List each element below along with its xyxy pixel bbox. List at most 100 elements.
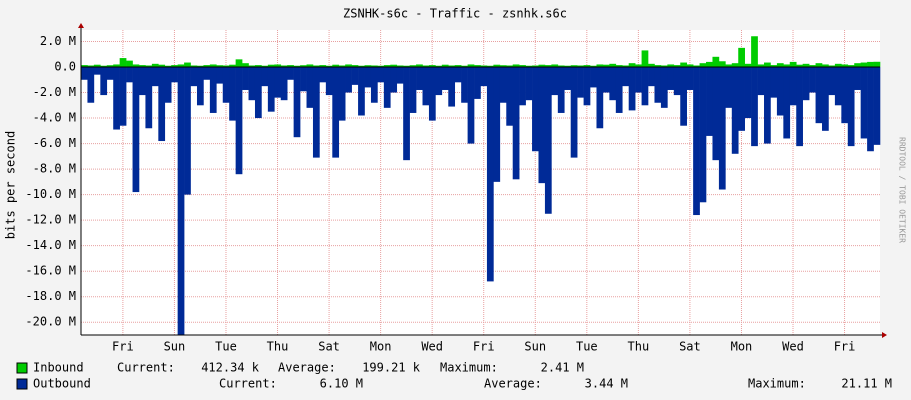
legend-label: Outbound xyxy=(33,377,91,391)
bar xyxy=(390,67,398,93)
bar xyxy=(512,67,520,180)
bar xyxy=(809,65,816,68)
bar xyxy=(416,64,423,68)
bar xyxy=(338,65,346,68)
bar xyxy=(81,65,88,68)
bar xyxy=(544,65,552,68)
bar xyxy=(615,67,623,113)
bar xyxy=(448,67,456,107)
bar xyxy=(602,67,610,93)
bar xyxy=(628,67,636,111)
bar xyxy=(177,64,185,68)
bar xyxy=(358,67,365,116)
bar xyxy=(435,65,443,68)
bar xyxy=(757,64,765,68)
stat-value: 199.21 k xyxy=(362,361,421,375)
bar xyxy=(119,67,127,126)
bar xyxy=(312,65,320,68)
bar xyxy=(506,65,514,68)
bar xyxy=(254,65,262,68)
bar xyxy=(519,67,526,106)
bar xyxy=(532,65,539,68)
bar xyxy=(718,67,726,190)
bar xyxy=(454,65,462,68)
bar xyxy=(667,64,675,68)
y-tick-label: 2.0 M xyxy=(40,34,76,48)
y-tick-label: -14.0 M xyxy=(25,238,76,252)
bar xyxy=(196,67,204,106)
bar xyxy=(854,67,861,90)
chart-title: ZSNHK-s6c - Traffic - zsnhk.s6c xyxy=(343,7,567,21)
bar xyxy=(325,67,333,96)
x-tick-label: Sun xyxy=(524,340,546,354)
bar xyxy=(609,63,617,68)
bar xyxy=(390,64,398,68)
bar xyxy=(93,64,101,68)
bar xyxy=(132,67,140,193)
bar xyxy=(235,67,243,175)
bar xyxy=(776,67,784,116)
bar xyxy=(287,65,294,68)
bar xyxy=(222,65,230,68)
bar xyxy=(474,67,481,99)
bar xyxy=(138,65,146,68)
bar xyxy=(345,64,352,68)
bar xyxy=(422,67,430,106)
x-tick-label: Mon xyxy=(370,340,392,354)
stat-value: 3.44 M xyxy=(585,377,628,391)
bar xyxy=(383,65,391,68)
bar xyxy=(145,65,153,68)
bar xyxy=(667,67,675,90)
bar xyxy=(261,65,269,68)
bar xyxy=(377,65,385,68)
bar xyxy=(512,64,520,68)
bar xyxy=(126,60,133,68)
bar xyxy=(583,67,591,106)
bar xyxy=(106,67,114,80)
bar xyxy=(738,47,745,68)
bar xyxy=(770,67,778,98)
y-axis-label: bits per second xyxy=(4,131,18,239)
bar xyxy=(300,67,307,92)
y-axis-arrow xyxy=(78,23,84,28)
bar xyxy=(138,67,146,96)
legend-swatch xyxy=(16,378,28,390)
stat-value: 21.11 M xyxy=(841,377,892,391)
bar xyxy=(119,58,127,68)
bar xyxy=(860,62,868,68)
stat-value: 412.34 k xyxy=(201,361,260,375)
x-tick-label: Fri xyxy=(834,340,856,354)
y-tick-label: -18.0 M xyxy=(25,289,76,303)
bar xyxy=(151,67,159,87)
bar xyxy=(615,65,623,68)
stat-label: Current: xyxy=(219,377,277,391)
bar xyxy=(287,67,294,80)
bar xyxy=(577,67,584,98)
x-tick-label: Tue xyxy=(576,340,598,354)
legend-label: Inbound xyxy=(33,361,84,375)
bar xyxy=(609,67,617,101)
bar xyxy=(351,67,359,85)
bar xyxy=(100,65,108,68)
bar xyxy=(712,67,720,161)
bar xyxy=(873,61,881,68)
bar xyxy=(622,65,630,68)
bar xyxy=(319,67,327,83)
bar xyxy=(628,63,636,68)
bar xyxy=(525,65,533,68)
y-tick-label: -4.0 M xyxy=(33,111,76,125)
bar xyxy=(203,67,211,80)
bar xyxy=(841,67,849,124)
bar xyxy=(409,67,417,113)
bar xyxy=(145,67,153,129)
bar xyxy=(480,65,488,68)
bar xyxy=(403,67,410,161)
bar xyxy=(532,67,539,152)
bar xyxy=(132,64,140,68)
bar xyxy=(396,65,404,68)
bar xyxy=(596,67,604,129)
bar xyxy=(590,67,597,88)
bar xyxy=(370,65,378,68)
bar xyxy=(796,67,803,147)
